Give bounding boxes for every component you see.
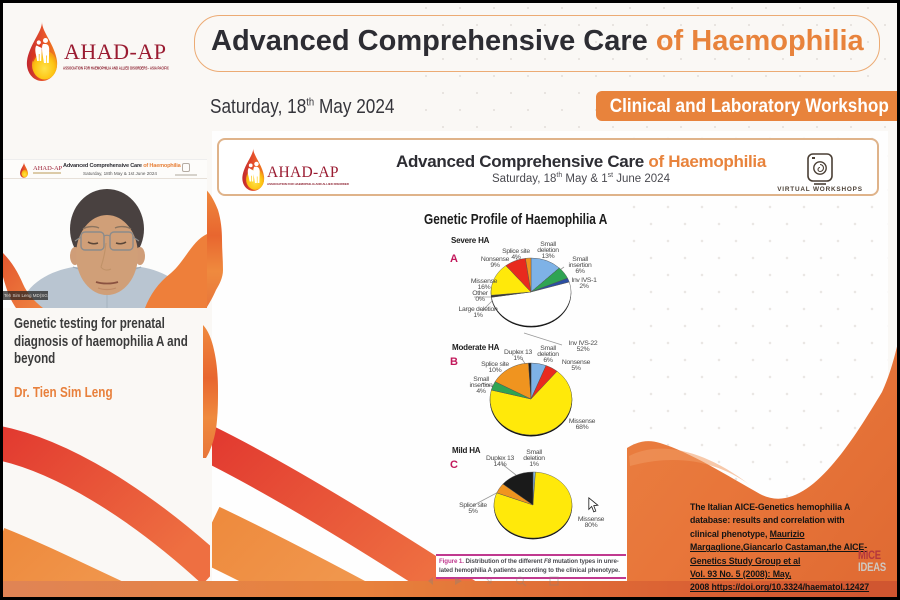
svg-text:ASSOCIATION FOR HAEMOPHILIA A: ASSOCIATION FOR HAEMOPHILIA AND ALLIED D… [63, 66, 169, 71]
svg-text:ASSOCIATION FOR HAEMOPHILIA A: ASSOCIATION FOR HAEMOPHILIA AND ALLIED D… [267, 182, 349, 186]
svg-text:AHAD-AP: AHAD-AP [267, 164, 339, 181]
svg-text:AHAD-AP: AHAD-AP [64, 39, 167, 64]
